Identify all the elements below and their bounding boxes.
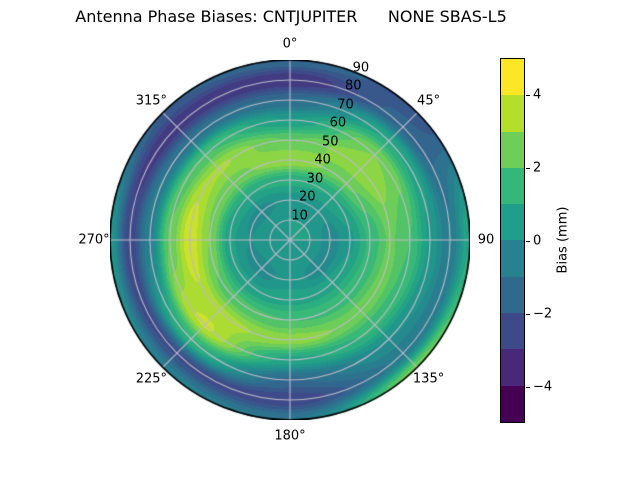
colorbar-band	[501, 167, 524, 205]
radial-tick-label: 20	[299, 189, 316, 205]
colorbar-tick-mark	[526, 386, 530, 388]
azimuth-tick-label: 180°	[274, 428, 306, 444]
colorbar-band	[501, 276, 524, 314]
colorbar-band	[501, 349, 524, 386]
colorbar-tick-mark	[526, 240, 530, 242]
polar-heatmap-canvas	[110, 60, 470, 420]
radial-tick-label: 10	[291, 208, 308, 224]
plot-title: Antenna Phase Biases: CNTJUPITER NONE SB…	[75, 7, 507, 26]
radial-tick-label: 90	[352, 60, 370, 76]
colorbar-tick-mark	[526, 94, 530, 96]
azimuth-tick-label: 270°	[78, 232, 110, 248]
radial-tick-label: 40	[314, 152, 331, 168]
azimuth-tick-label: 315°	[135, 93, 168, 109]
colorbar-band	[501, 204, 524, 241]
colorbar-band	[501, 95, 524, 132]
colorbar-axis-label: Bias (mm)	[555, 206, 571, 274]
azimuth-tick-label: 90	[477, 232, 495, 248]
radial-tick-label: 80	[344, 78, 362, 94]
colorbar-band	[501, 385, 524, 422]
azimuth-tick-label: 45°	[417, 93, 441, 109]
colorbar-tick-label: 4	[533, 87, 542, 102]
colorbar-tick-label: 2	[533, 160, 542, 175]
colorbar-tick-label: 0	[533, 233, 542, 248]
colorbar-tick-label: −4	[533, 379, 553, 394]
radial-tick-label: 50	[321, 134, 339, 150]
colorbar-band	[501, 131, 524, 168]
colorbar-tick-mark	[526, 167, 530, 169]
colorbar-tick-label: −2	[533, 306, 553, 321]
radial-tick-label: 60	[329, 115, 347, 131]
azimuth-tick-label: 225°	[135, 371, 168, 387]
colorbar-tick-mark	[526, 313, 530, 315]
azimuth-tick-label: 135°	[412, 371, 445, 387]
colorbar-band	[501, 59, 524, 96]
azimuth-tick-label: 0°	[282, 36, 298, 52]
radial-tick-label: 70	[337, 97, 354, 113]
colorbar-band	[501, 240, 524, 277]
colorbar-band	[501, 313, 524, 350]
radial-tick-label: 30	[306, 171, 324, 187]
colorbar	[500, 58, 525, 423]
